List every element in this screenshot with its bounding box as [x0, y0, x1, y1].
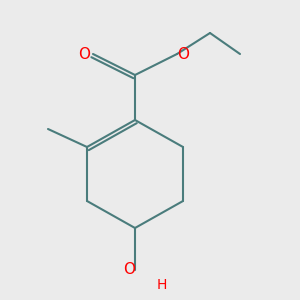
- Text: H: H: [157, 278, 167, 292]
- Text: O: O: [177, 46, 189, 62]
- Text: O: O: [123, 262, 135, 278]
- Text: O: O: [78, 46, 90, 62]
